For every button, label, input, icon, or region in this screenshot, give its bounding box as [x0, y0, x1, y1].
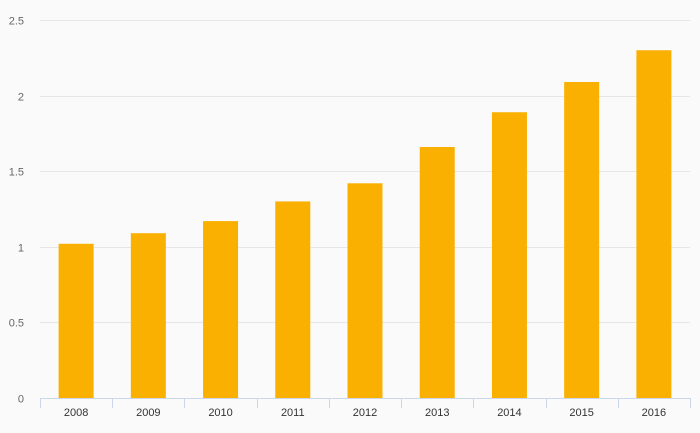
bar-2013[interactable] — [419, 147, 455, 398]
bar-2014[interactable] — [491, 112, 527, 398]
bar-2011[interactable] — [275, 201, 311, 398]
x-tick-label: 2008 — [64, 407, 88, 419]
x-tick-label: 2016 — [642, 407, 666, 419]
x-axis — [40, 398, 691, 408]
x-tick-label: 2013 — [425, 407, 449, 419]
y-tick-label: 2.5 — [9, 16, 24, 28]
x-tick-label: 2011 — [281, 407, 305, 419]
bar-2010[interactable] — [203, 221, 239, 398]
bar-2015[interactable] — [564, 81, 600, 399]
x-tick-label: 2010 — [208, 407, 232, 419]
y-axis-tick-labels: 0 0.5 1 1.5 2 2.5 — [9, 16, 24, 406]
bar-2009[interactable] — [130, 233, 166, 398]
bar-2016[interactable] — [636, 50, 672, 399]
x-tick-label: 2009 — [136, 407, 160, 419]
y-tick-label: 1 — [18, 243, 24, 255]
y-tick-label: 2 — [18, 92, 24, 104]
bar-2008[interactable] — [58, 243, 94, 398]
y-tick-label: 0 — [18, 394, 24, 406]
y-tick-label: 1.5 — [9, 167, 24, 179]
x-tick-label: 2012 — [353, 407, 377, 419]
x-axis-tick-labels: 2008 2009 2010 2011 2012 2013 2014 2015 2016 — [64, 407, 666, 419]
x-tick-label: 2014 — [497, 407, 521, 419]
y-tick-label: 0.5 — [9, 318, 24, 330]
bars — [58, 50, 672, 399]
x-tick-label: 2015 — [569, 407, 593, 419]
bar-2012[interactable] — [347, 183, 383, 398]
